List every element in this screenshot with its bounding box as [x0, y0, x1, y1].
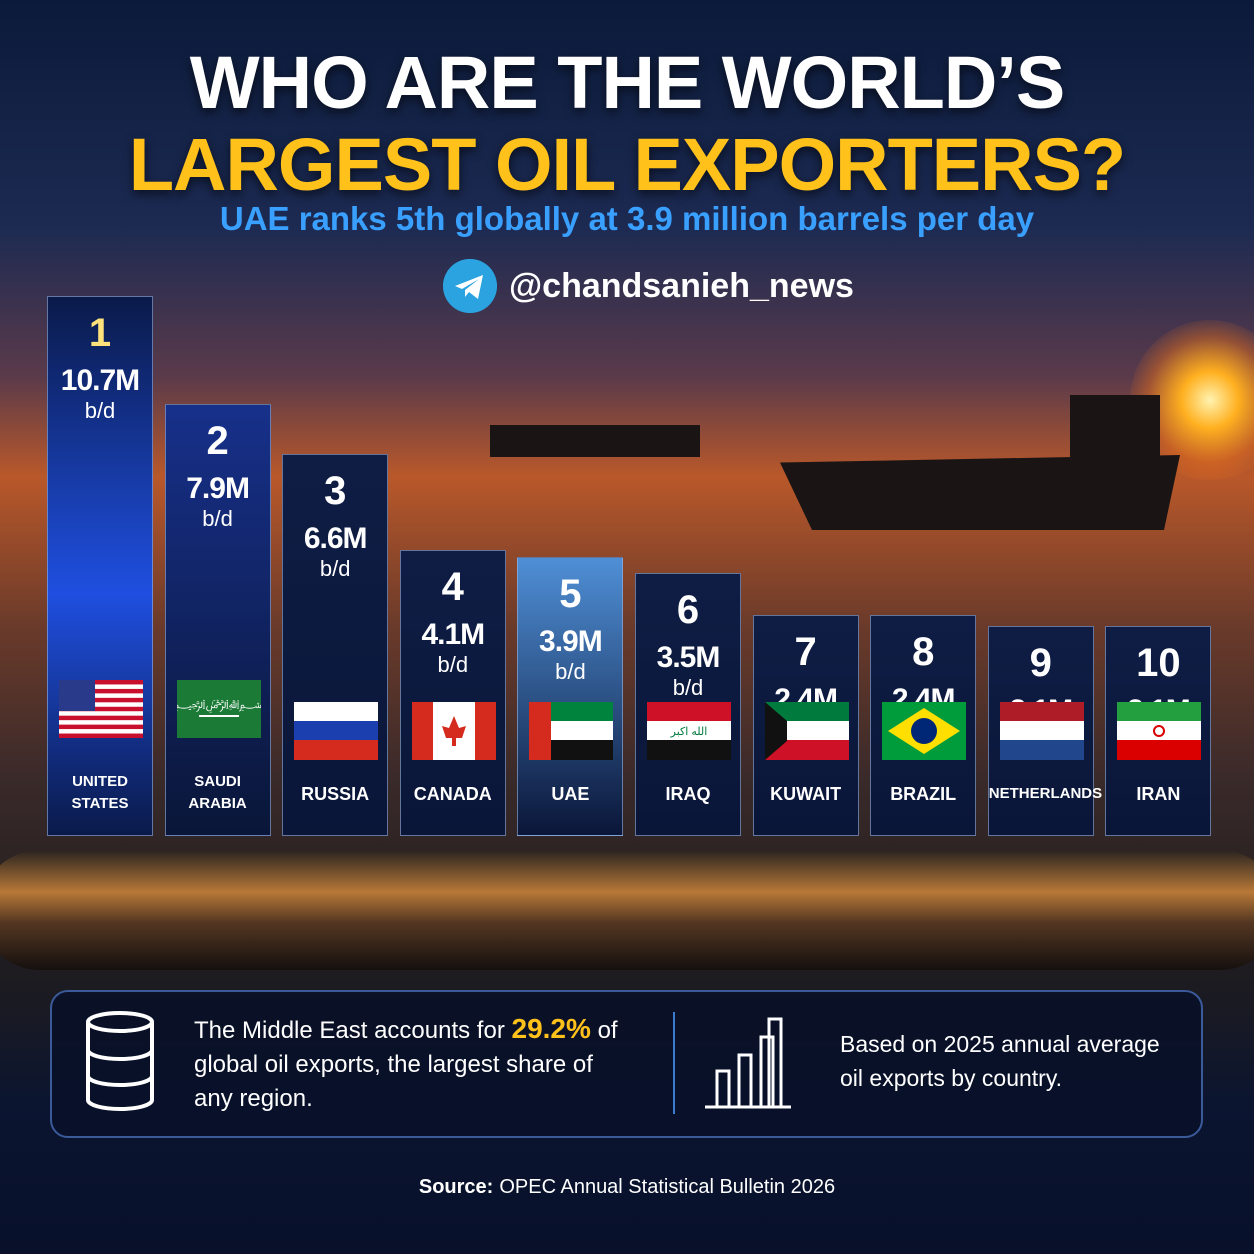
bar: 82.4Mb/dBRAZIL [870, 614, 977, 836]
unit: b/d [555, 659, 586, 685]
subtitle: UAE ranks 5th globally at 3.9 million ba… [219, 200, 1035, 237]
rank: 9 [1029, 641, 1052, 686]
flag-image [529, 701, 614, 760]
pipeline [0, 850, 1254, 970]
value-label: 3.5M [656, 640, 721, 674]
country-name: BRAZIL [890, 783, 957, 804]
bar: 72.4Mb/dKUWAIT [752, 614, 859, 836]
bar: 5 3.9M b/d UAE [517, 557, 624, 836]
unit: b/d [437, 651, 469, 677]
country-name: IRAN [1136, 783, 1181, 804]
note-highlight: 29.2% [511, 1013, 591, 1044]
flag [999, 701, 1084, 765]
rank: 3 [324, 468, 347, 513]
country-name: KUWAIT [770, 783, 842, 804]
flag-image [411, 701, 496, 760]
flag [59, 679, 143, 743]
source-text: OPEC Annual Statistical Bulletin 2026 [499, 1176, 836, 1198]
country-name: UNITED STATES [71, 772, 129, 812]
rank: 5 [559, 572, 582, 617]
country-name: UAE [551, 783, 590, 804]
value-label: 4.1M [421, 617, 485, 651]
flag [882, 701, 967, 765]
country-name: NETHERLANDS [988, 784, 1103, 802]
flag [529, 701, 614, 765]
divider [673, 1012, 675, 1114]
title: WHO ARE THE WORLD’S [189, 41, 1065, 124]
handle: @chandsanieh_news [443, 259, 854, 313]
country-name: SAUDI ARABIA [188, 772, 247, 812]
flag-image: ﷽ [173, 679, 265, 738]
unit: b/d [202, 505, 233, 531]
country-name: RUSSIA [301, 783, 370, 804]
flag [411, 701, 496, 765]
telegram-icon [443, 259, 497, 313]
chart-icon [705, 1017, 791, 1109]
country-name: CANADA [413, 783, 492, 804]
basis: Based on 2025 annual average oil exports… [840, 1031, 1160, 1091]
value-label: 3.9M [539, 625, 603, 659]
rank: 2 [206, 418, 229, 463]
note-text: of global oil exports, the largest share… [194, 1017, 618, 1112]
rank: 6 [676, 587, 700, 632]
handle-text: @chandsanieh_news [509, 266, 854, 305]
note-text: The Middle East accounts for [194, 1017, 505, 1044]
flag-image [1117, 701, 1202, 760]
value-label: 10.7M [60, 364, 140, 398]
flag-image [764, 701, 849, 760]
flag [764, 701, 849, 765]
bar: 4 4.1M b/d CANADA [399, 549, 506, 836]
flag-image: الله اكبر [647, 701, 731, 760]
unit: b/d [319, 555, 351, 581]
bar: 92.1Mb/dNETHERLANDS [987, 626, 1103, 836]
title: LARGEST OIL EXPORTERS? [128, 123, 1126, 206]
rank: 7 [794, 629, 817, 674]
flag [1117, 701, 1202, 765]
flag-image [59, 679, 143, 739]
rank: 8 [912, 629, 935, 674]
tanker [490, 425, 700, 457]
flag-image [882, 701, 967, 760]
country-name: IRAQ [665, 783, 711, 804]
tanker [780, 455, 1180, 530]
bar: 6 3.5M b/d الله اكبر IRAQ [635, 572, 741, 836]
value-label: 7.9M [186, 471, 250, 505]
note: The Middle East accounts for 29.2% of gl… [194, 1012, 634, 1116]
bar: 1 10.7M b/d UNITED STATES [47, 296, 153, 836]
rank: 1 [88, 311, 112, 356]
unit: b/d [84, 398, 116, 424]
rank: 10 [1136, 641, 1181, 686]
flag-image [294, 701, 379, 760]
source-label: Source: [418, 1176, 494, 1198]
barrel-icon [86, 1011, 154, 1111]
bar: 3 6.6M b/d RUSSIA [282, 453, 389, 836]
info-panel [50, 990, 1203, 1138]
flag-image [999, 701, 1084, 760]
flag: ﷽ [173, 679, 265, 743]
flag [294, 701, 379, 765]
unit: b/d [672, 674, 704, 700]
value-label: 6.6M [303, 521, 368, 555]
flag: الله اكبر [647, 701, 731, 765]
tanker-bridge [1070, 395, 1160, 457]
rank: 4 [441, 564, 464, 609]
bar: 2 7.9M b/d ﷽ SAUDI ARABIA [164, 403, 271, 836]
bar: 102.1Mb/dIRAN [1105, 626, 1212, 836]
svg-text:﷽: ﷽ [177, 697, 261, 713]
svg-text:الله اكبر: الله اكبر [670, 726, 708, 738]
source: Source: OPEC Annual Statistical Bulletin … [0, 1176, 1254, 1199]
